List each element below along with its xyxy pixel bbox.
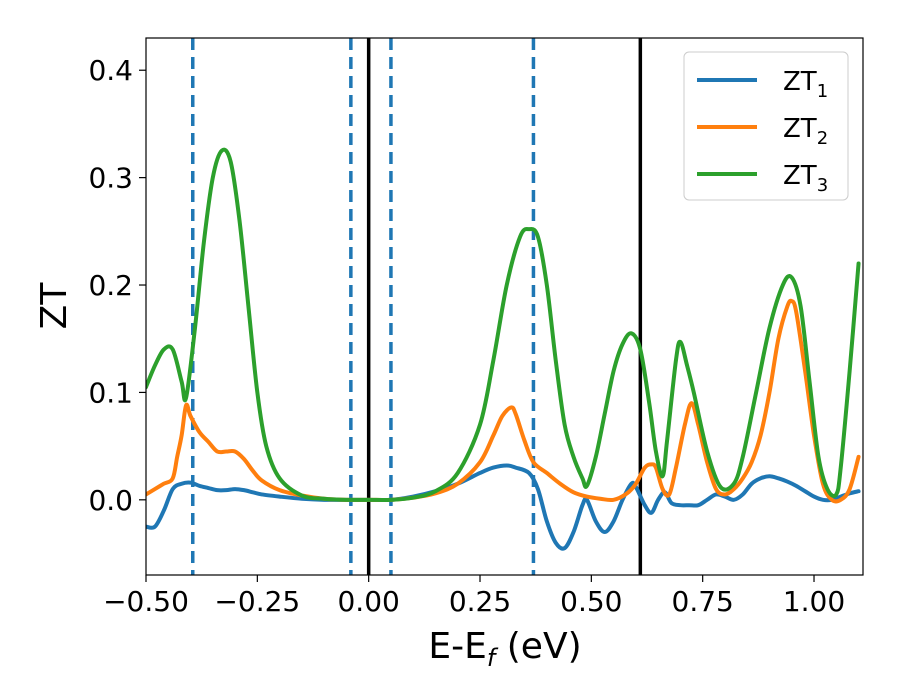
legend-label-zt2: ZT2 <box>783 114 828 149</box>
x-tick-label: 0.50 <box>560 585 622 618</box>
x-tick-label: 0.00 <box>337 585 399 618</box>
y-tick-label: 0.3 <box>88 162 133 195</box>
x-axis: −0.50 −0.25 0.00 0.25 0.50 0.75 1.00 <box>103 575 845 618</box>
x-tick-label: 1.00 <box>783 585 845 618</box>
legend-label-zt3: ZT3 <box>783 161 828 196</box>
legend-frame <box>683 51 849 201</box>
series-line-zt3 <box>146 147 861 502</box>
series-line-zt2 <box>146 298 861 504</box>
x-tick-label: 0.25 <box>449 585 511 618</box>
series-group <box>146 147 861 551</box>
x-axis-title: E-Ef (eV) <box>428 626 581 672</box>
y-axis: 0.0 0.1 0.2 0.3 0.4 <box>88 54 146 517</box>
x-tick-label: −0.50 <box>103 585 189 618</box>
y-axis-title: ZT <box>34 282 75 330</box>
y-tick-label: 0.0 <box>88 484 133 517</box>
y-tick-label: 0.2 <box>88 269 133 302</box>
x-tick-label: −0.25 <box>214 585 300 618</box>
legend-label-zt1: ZT1 <box>783 67 828 102</box>
y-tick-label: 0.1 <box>88 376 133 409</box>
x-tick-label: 0.75 <box>672 585 734 618</box>
plot-frame <box>145 37 864 576</box>
series-line-zt1 <box>146 463 861 551</box>
legend: ZT1 ZT2 ZT3 <box>683 51 849 201</box>
y-tick-label: 0.4 <box>88 54 133 87</box>
reference-lines <box>191 38 643 575</box>
